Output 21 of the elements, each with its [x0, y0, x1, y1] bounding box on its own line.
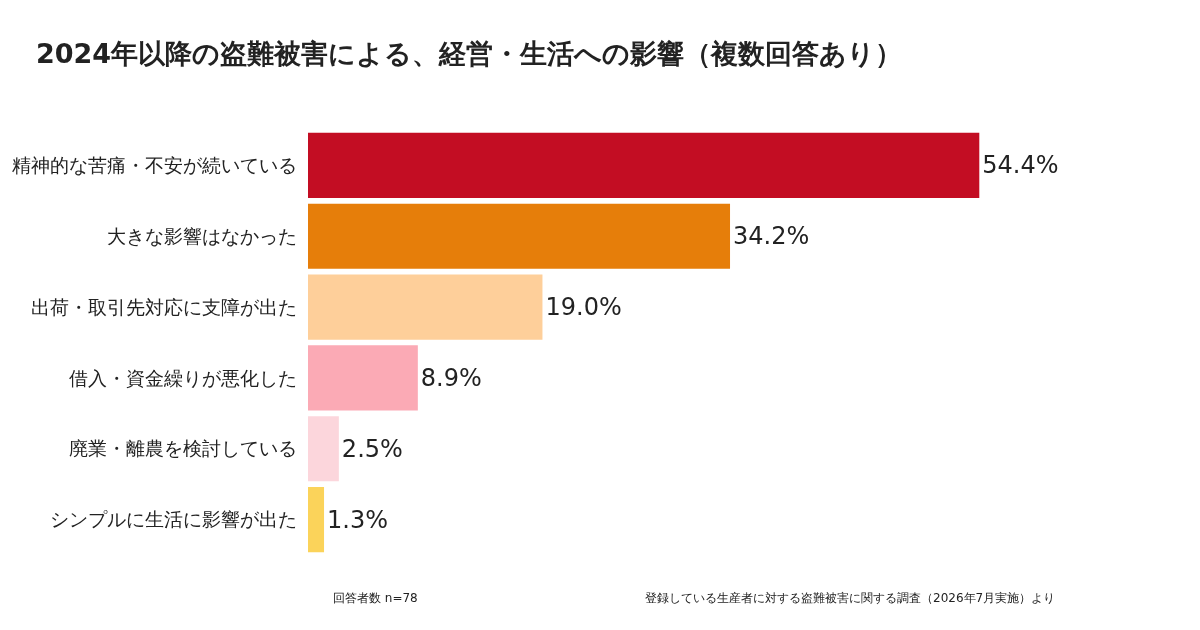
y-tick-label: 出荷・取引先対応に支障が出た	[31, 295, 297, 318]
data-label: 19.0%	[545, 293, 622, 322]
chart-title: 2024年以降の盗難被害による、経営・生活への影響（複数回答あり）	[36, 38, 903, 69]
y-tick-label: 廃業・離農を検討している	[69, 437, 297, 460]
bar	[308, 487, 325, 553]
bar	[308, 203, 731, 269]
data-label: 2.5%	[341, 434, 403, 463]
bar	[308, 274, 543, 340]
data-label: 8.9%	[420, 363, 482, 392]
y-tick-label: 精神的な苦痛・不安が続いている	[12, 154, 297, 177]
y-tick-label: シンプルに生活に影響が出た	[50, 508, 297, 531]
bar	[308, 345, 418, 411]
data-label: 1.3%	[327, 505, 389, 534]
data-label: 54.4%	[982, 151, 1059, 180]
y-tick-label: 借入・資金繰りが悪化した	[69, 366, 297, 389]
bar	[308, 416, 339, 482]
text: 登録している生産者に対する盗難被害に関する調査（2026年7月実施）より	[645, 591, 1056, 605]
y-tick-label: 大きな影響はなかった	[107, 224, 297, 247]
text: 回答者数 n=78	[333, 591, 418, 605]
bar	[308, 132, 980, 198]
data-label: 34.2%	[733, 222, 810, 251]
